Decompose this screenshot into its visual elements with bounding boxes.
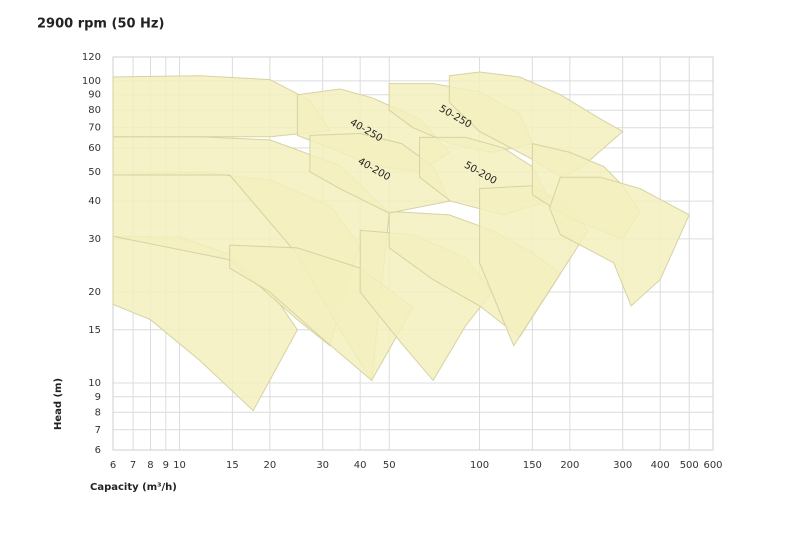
- y-tick-label: 6: [95, 445, 101, 456]
- y-tick-label: 120: [82, 52, 101, 63]
- x-tick-label: 10: [173, 460, 186, 471]
- x-tick-label: 40: [354, 460, 367, 471]
- y-tick-label: 15: [88, 325, 101, 336]
- y-axis-title: Head (m): [53, 378, 64, 430]
- y-tick-label: 20: [88, 287, 101, 298]
- y-tick-label: 8: [95, 407, 101, 418]
- x-tick-label: 7: [130, 460, 136, 471]
- y-tick-label: 7: [95, 425, 101, 436]
- y-tick-label: 10: [88, 378, 101, 389]
- x-tick-label: 9: [163, 460, 169, 471]
- x-tick-label: 15: [226, 460, 239, 471]
- x-tick-label: 400: [651, 460, 670, 471]
- x-tick-label: 6: [110, 460, 116, 471]
- pump-range: [309, 132, 451, 214]
- y-tick-label: 9: [95, 392, 101, 403]
- pump-range: [548, 176, 690, 307]
- x-tick-label: 600: [703, 460, 722, 471]
- y-tick-label: 50: [88, 167, 101, 178]
- x-tick-label: 300: [613, 460, 632, 471]
- x-tick-label: 50: [383, 460, 396, 471]
- y-tick-label: 40: [88, 196, 101, 207]
- y-tick-label: 70: [88, 123, 101, 134]
- chart-title: 2900 rpm (50 Hz): [37, 17, 164, 32]
- x-tick-label: 100: [470, 460, 489, 471]
- y-tick-label: 80: [88, 105, 101, 116]
- x-tick-label: 200: [560, 460, 579, 471]
- y-tick-label: 90: [88, 90, 101, 101]
- x-tick-label: 30: [316, 460, 329, 471]
- y-tick-label: 60: [88, 143, 101, 154]
- x-tick-label: 20: [263, 460, 276, 471]
- x-tick-label: 500: [680, 460, 699, 471]
- x-axis-title: Capacity (m³/h): [90, 482, 177, 493]
- pump-range: [448, 71, 624, 178]
- x-tick-label: 150: [523, 460, 542, 471]
- y-tick-label: 100: [82, 76, 101, 87]
- y-tick-label: 30: [88, 234, 101, 245]
- x-tick-label: 8: [147, 460, 153, 471]
